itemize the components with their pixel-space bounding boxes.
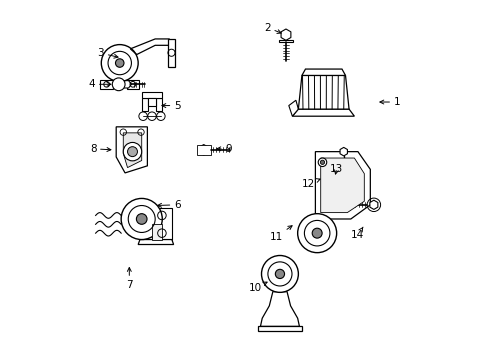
Polygon shape [120, 81, 131, 88]
Polygon shape [148, 99, 156, 105]
Polygon shape [142, 99, 148, 111]
Circle shape [261, 256, 298, 292]
Text: 13: 13 [329, 165, 343, 174]
Circle shape [136, 214, 147, 224]
Polygon shape [123, 133, 142, 168]
Circle shape [297, 214, 336, 253]
Polygon shape [100, 80, 112, 89]
Polygon shape [196, 145, 210, 155]
Polygon shape [301, 69, 345, 76]
Polygon shape [126, 80, 139, 89]
Polygon shape [320, 158, 364, 213]
Text: 3: 3 [98, 48, 118, 58]
Text: 6: 6 [157, 200, 180, 210]
Polygon shape [116, 127, 147, 173]
Polygon shape [142, 92, 162, 99]
Polygon shape [298, 76, 348, 109]
Polygon shape [278, 40, 292, 42]
Circle shape [311, 228, 322, 238]
Polygon shape [260, 292, 299, 327]
Text: 14: 14 [350, 227, 364, 240]
Polygon shape [258, 327, 301, 331]
Circle shape [275, 269, 284, 279]
Text: 11: 11 [269, 226, 291, 242]
Polygon shape [130, 39, 169, 54]
Polygon shape [281, 29, 290, 40]
Text: 5: 5 [162, 100, 180, 111]
Circle shape [320, 160, 324, 165]
Text: 7: 7 [126, 267, 132, 289]
Text: 9: 9 [216, 144, 231, 154]
Circle shape [318, 158, 326, 167]
Polygon shape [339, 147, 346, 156]
Text: 12: 12 [301, 179, 320, 189]
Polygon shape [199, 145, 208, 155]
Polygon shape [292, 109, 354, 116]
Polygon shape [369, 200, 377, 210]
Polygon shape [288, 100, 298, 116]
Polygon shape [152, 208, 171, 240]
Polygon shape [315, 152, 369, 219]
Polygon shape [156, 99, 162, 111]
Polygon shape [138, 239, 173, 244]
Text: 4: 4 [89, 79, 111, 89]
Polygon shape [167, 39, 174, 67]
Text: 10: 10 [248, 282, 266, 293]
Circle shape [112, 78, 125, 91]
Text: 1: 1 [379, 97, 399, 107]
Circle shape [123, 143, 142, 161]
Circle shape [127, 147, 137, 157]
Circle shape [115, 59, 124, 67]
Text: 8: 8 [90, 144, 111, 154]
Circle shape [121, 198, 162, 239]
Text: 2: 2 [264, 23, 281, 33]
Polygon shape [152, 224, 162, 240]
